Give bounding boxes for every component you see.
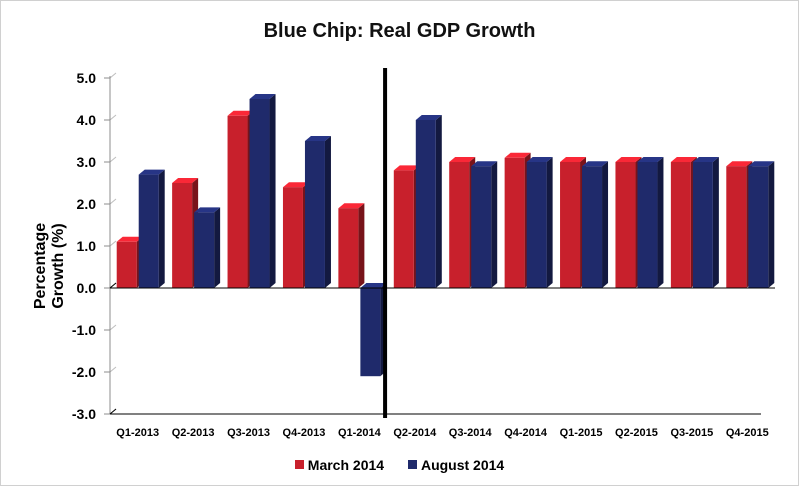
bar-top-august <box>138 169 165 175</box>
bar-side-august <box>768 161 775 288</box>
x-tick-label: Q1-2015 <box>560 427 603 439</box>
bar-march <box>560 162 581 288</box>
legend-item-march: March 2014 <box>294 456 385 473</box>
bar-march <box>282 187 303 288</box>
bar-top-august <box>692 157 719 162</box>
x-axis-floor-depth <box>109 408 117 415</box>
y-tick-label: -3.0 <box>72 406 96 422</box>
y-tick-depth <box>109 324 117 331</box>
x-tick-label: Q2-2014 <box>393 427 437 439</box>
bar-side-august <box>546 157 553 288</box>
bar-march <box>172 183 193 288</box>
bar-march <box>670 162 691 288</box>
legend-label-march: March 2014 <box>307 456 385 473</box>
y-tick-depth <box>109 114 117 121</box>
bar-side-august <box>657 157 664 288</box>
bar-top-august <box>582 161 609 167</box>
x-tick-label: Q4-2015 <box>726 427 769 439</box>
bar-top-march <box>227 110 254 116</box>
bar-side-august <box>491 161 498 288</box>
chart-title: Blue Chip: Real GDP Growth <box>263 20 536 42</box>
legend-swatch-august <box>407 460 417 469</box>
y-tick-depth <box>109 198 117 205</box>
bar-top-march <box>504 152 531 158</box>
x-tick-label: Q1-2014 <box>338 427 382 439</box>
bar-march <box>227 115 248 288</box>
bar-top-march <box>172 178 199 183</box>
bar-top-august <box>304 136 331 141</box>
y-tick-label: 2.0 <box>77 196 97 212</box>
x-tick-label: Q3-2015 <box>670 427 713 439</box>
bar-august <box>304 141 325 288</box>
bar-side-august <box>324 136 331 288</box>
legend: March 2014 August 2014 <box>0 456 799 473</box>
x-tick-label: Q2-2015 <box>615 427 658 439</box>
bar-top-march <box>449 157 476 162</box>
bar-top-march <box>670 157 697 162</box>
bar-top-august <box>249 94 276 99</box>
x-tick-label: Q1-2013 <box>116 427 159 439</box>
zero-axis-depth <box>109 282 117 289</box>
bar-top-august <box>194 207 221 213</box>
bar-august <box>471 166 492 288</box>
bar-side-august <box>712 157 719 288</box>
bar-top-march <box>282 182 309 188</box>
x-tick-label: Q3-2013 <box>227 427 270 439</box>
bar-august <box>637 162 658 288</box>
bar-top-august <box>748 161 775 167</box>
bar-march <box>726 166 747 288</box>
bar-top-march <box>116 236 143 242</box>
x-tick-label: Q4-2013 <box>283 427 326 439</box>
bar-august <box>249 99 270 288</box>
y-tick-depth <box>109 156 117 163</box>
bar-august <box>360 288 381 377</box>
legend-label-august: August 2014 <box>420 456 505 473</box>
y-tick-label: -2.0 <box>72 364 96 380</box>
bar-side-august <box>158 169 165 288</box>
bar-top-march <box>560 157 587 162</box>
y-tick-depth <box>109 72 117 79</box>
bar-august <box>194 212 215 288</box>
bar-top-august <box>360 283 387 288</box>
bar-march <box>615 162 636 288</box>
bar-march <box>116 241 137 288</box>
bar-side-march <box>358 203 365 288</box>
bar-march <box>504 157 525 288</box>
y-tick-label: 0.0 <box>77 280 97 296</box>
bar-side-august <box>214 207 221 288</box>
bar-top-august <box>637 157 664 162</box>
bar-top-march <box>393 165 420 171</box>
bar-side-august <box>269 94 276 288</box>
bar-side-august <box>435 115 442 288</box>
y-tick-depth <box>109 366 117 373</box>
bar-august <box>582 166 603 288</box>
bar-top-march <box>615 157 642 162</box>
bar-march <box>449 162 470 288</box>
y-tick-label: 4.0 <box>77 112 97 128</box>
bar-top-august <box>526 157 553 162</box>
bar-side-august <box>602 161 609 288</box>
bar-august <box>138 174 159 288</box>
y-tick-label: 1.0 <box>77 238 97 254</box>
bar-march <box>393 170 414 288</box>
bar-august <box>748 166 769 288</box>
bar-top-march <box>338 203 365 209</box>
bar-top-march <box>726 161 753 167</box>
legend-item-august: August 2014 <box>407 456 505 473</box>
y-tick-label: 5.0 <box>77 70 97 86</box>
bar-august <box>692 162 713 288</box>
x-tick-label: Q3-2014 <box>449 427 493 439</box>
x-tick-label: Q4-2014 <box>504 427 548 439</box>
y-tick-depth <box>109 240 117 247</box>
bar-top-august <box>471 161 498 167</box>
bar-march <box>338 208 359 288</box>
bar-august <box>415 120 436 288</box>
legend-swatch-march <box>294 460 304 469</box>
bar-august <box>526 162 547 288</box>
x-tick-label: Q2-2013 <box>172 427 215 439</box>
y-tick-label: 3.0 <box>77 154 97 170</box>
bar-top-august <box>415 115 442 120</box>
y-tick-label: -1.0 <box>72 322 96 338</box>
